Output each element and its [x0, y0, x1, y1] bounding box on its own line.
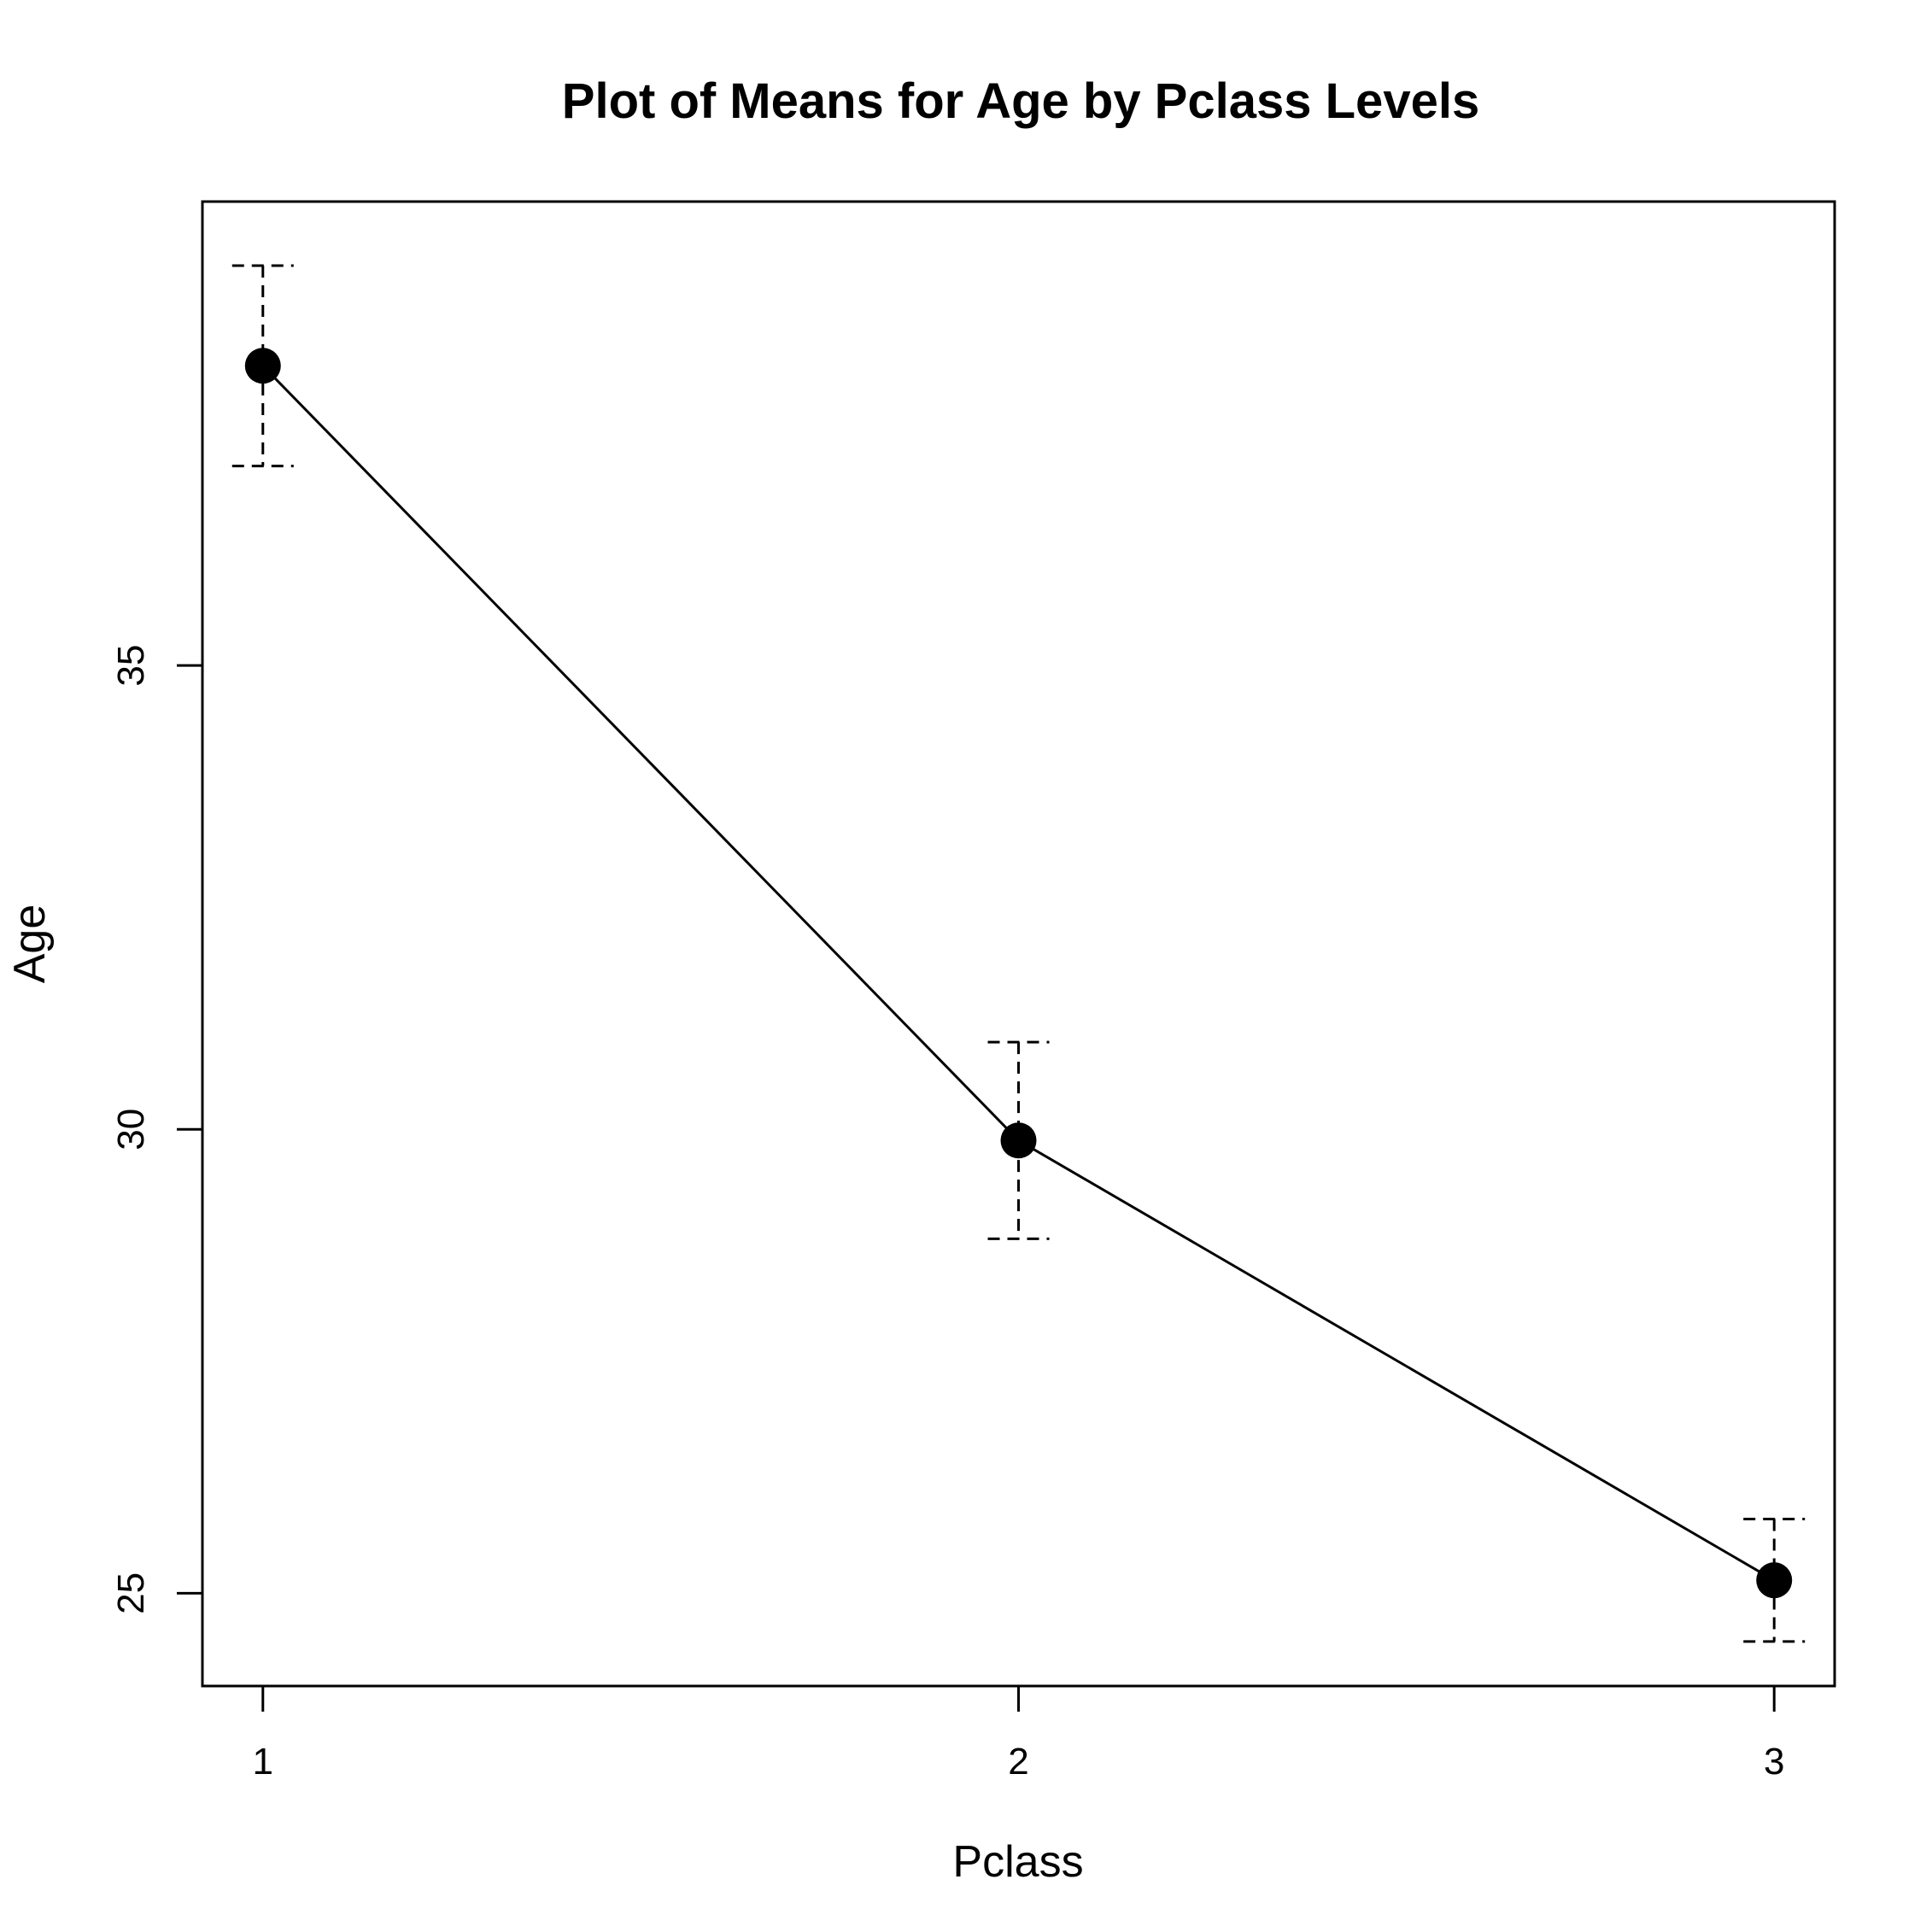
y-tick-label: 35: [110, 645, 152, 687]
mean-point: [1000, 1122, 1037, 1159]
chart-marks: 1 2 3 25 30 35: [110, 264, 1806, 1783]
x-tick-label: 2: [1008, 1741, 1028, 1783]
series-line: [261, 365, 1775, 1582]
mean-point: [244, 348, 281, 384]
y-tick-label: 30: [110, 1109, 152, 1150]
x-tick-label: 3: [1764, 1741, 1784, 1783]
plot-area-frame: [201, 200, 1836, 1688]
x-tick-label: 1: [253, 1741, 273, 1783]
mean-point: [1756, 1562, 1793, 1599]
chart-title: Plot of Means for Age by Pclass Levels: [562, 73, 1479, 129]
y-axis-label: Age: [5, 905, 55, 984]
x-axis-label: Pclass: [952, 1837, 1083, 1887]
y-tick-label: 25: [110, 1572, 152, 1614]
